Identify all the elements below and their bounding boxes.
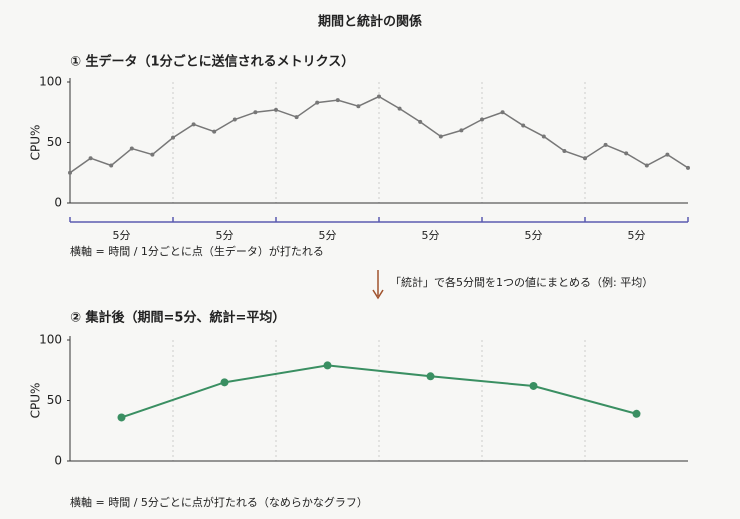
data-point: [88, 156, 93, 161]
data-point: [541, 134, 546, 139]
data-point: [686, 165, 690, 170]
data-point: [150, 152, 155, 157]
data-point: [562, 148, 567, 153]
data-point: [397, 106, 402, 111]
data-point: [529, 381, 538, 390]
data-point: [191, 122, 196, 127]
data-point: [603, 142, 608, 147]
data-point: [459, 128, 464, 133]
data-point: [171, 135, 175, 140]
data-point: [274, 107, 278, 112]
data-point: [335, 98, 340, 103]
y-axis-label: CPU%: [29, 383, 43, 419]
chart-title: ① 生データ（1分ごとに送信されるメトリクス）: [70, 54, 354, 70]
bracket-label: 5分: [113, 229, 131, 242]
data-point: [294, 115, 299, 120]
data-point: [624, 151, 629, 156]
data-point: [109, 163, 114, 168]
bracket-label: 5分: [422, 229, 440, 242]
data-point: [129, 146, 134, 151]
y-tick-label: 50: [47, 135, 62, 149]
data-point: [212, 129, 217, 134]
data-point: [315, 100, 320, 105]
y-tick-label: 100: [39, 333, 62, 347]
data-point: [438, 134, 443, 139]
y-tick-label: 0: [54, 454, 62, 468]
data-point: [232, 117, 237, 122]
y-tick-label: 100: [39, 75, 62, 89]
data-point: [426, 372, 435, 381]
bracket-label: 5分: [319, 229, 337, 242]
data-point: [356, 104, 361, 109]
y-tick-label: 0: [54, 196, 62, 210]
data-point: [377, 94, 381, 99]
data-point: [583, 156, 587, 161]
data-point: [644, 163, 649, 168]
data-line: [121, 364, 637, 419]
arrow-head: [372, 289, 384, 300]
data-point: [117, 413, 126, 422]
data-point: [220, 378, 229, 387]
data-point: [521, 123, 526, 128]
chart-title: ② 集計後（期間=5分、統計=平均）: [70, 310, 285, 326]
data-point: [665, 152, 670, 157]
annotation: 「統計」で各5分間を1つの値にまとめる（例: 平均）: [390, 275, 653, 289]
data-point: [418, 119, 423, 124]
bracket-label: 5分: [216, 229, 234, 242]
y-tick-label: 50: [47, 393, 62, 407]
data-point: [480, 117, 484, 122]
caption: 横軸 = 時間 / 1分ごとに点（生データ）が打たれる: [70, 244, 324, 258]
data-point: [323, 361, 332, 370]
data-point: [253, 110, 258, 115]
y-axis-label: CPU%: [29, 125, 43, 161]
data-point: [68, 170, 72, 175]
data-point: [500, 110, 505, 115]
page-title: 期間と統計の関係: [318, 14, 422, 30]
caption: 横軸 = 時間 / 5分ごとに点が打たれる（なめらかなグラフ）: [70, 495, 368, 509]
data-point: [632, 409, 641, 418]
bracket-label: 5分: [525, 229, 543, 242]
bracket-label: 5分: [628, 229, 646, 242]
